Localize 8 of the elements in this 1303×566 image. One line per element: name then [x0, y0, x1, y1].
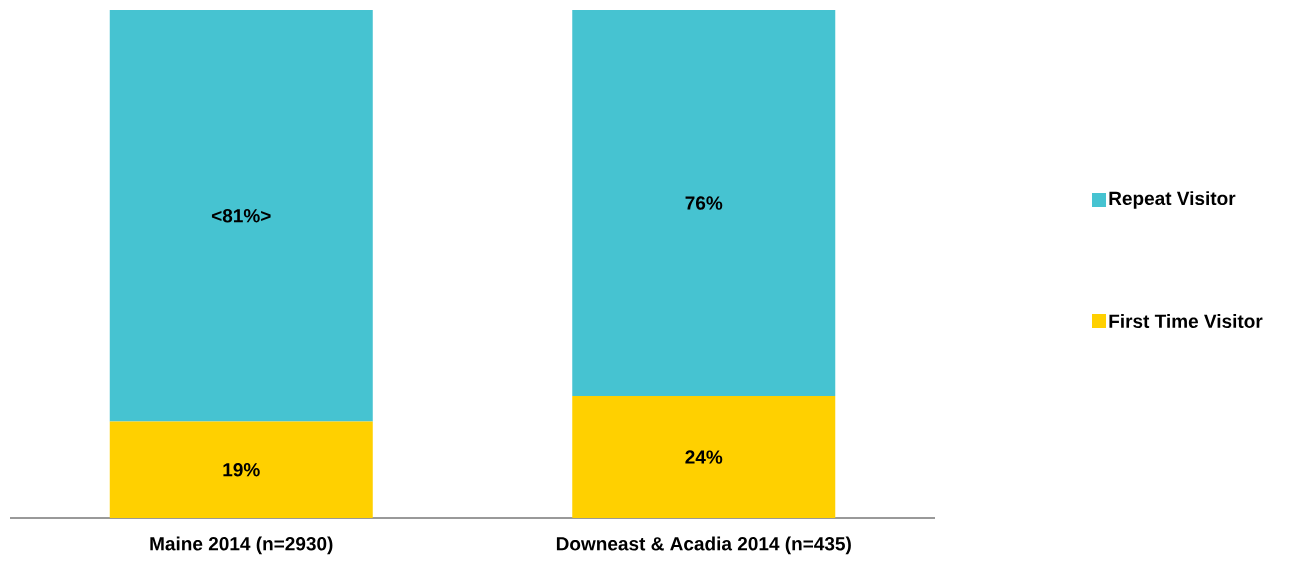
- legend-label: First Time Visitor: [1109, 314, 1263, 328]
- data-label: 19%: [223, 463, 260, 477]
- legend-label: Repeat Visitor: [1109, 191, 1236, 209]
- data-label: 24%: [685, 450, 723, 464]
- x-tick-label: Maine 2014 (n=2930): [150, 536, 333, 555]
- x-tick-label: Downeast & Acadia 2014 (n=435): [556, 536, 851, 555]
- data-label: 76%: [685, 196, 723, 210]
- data-label: <81%>: [211, 209, 271, 223]
